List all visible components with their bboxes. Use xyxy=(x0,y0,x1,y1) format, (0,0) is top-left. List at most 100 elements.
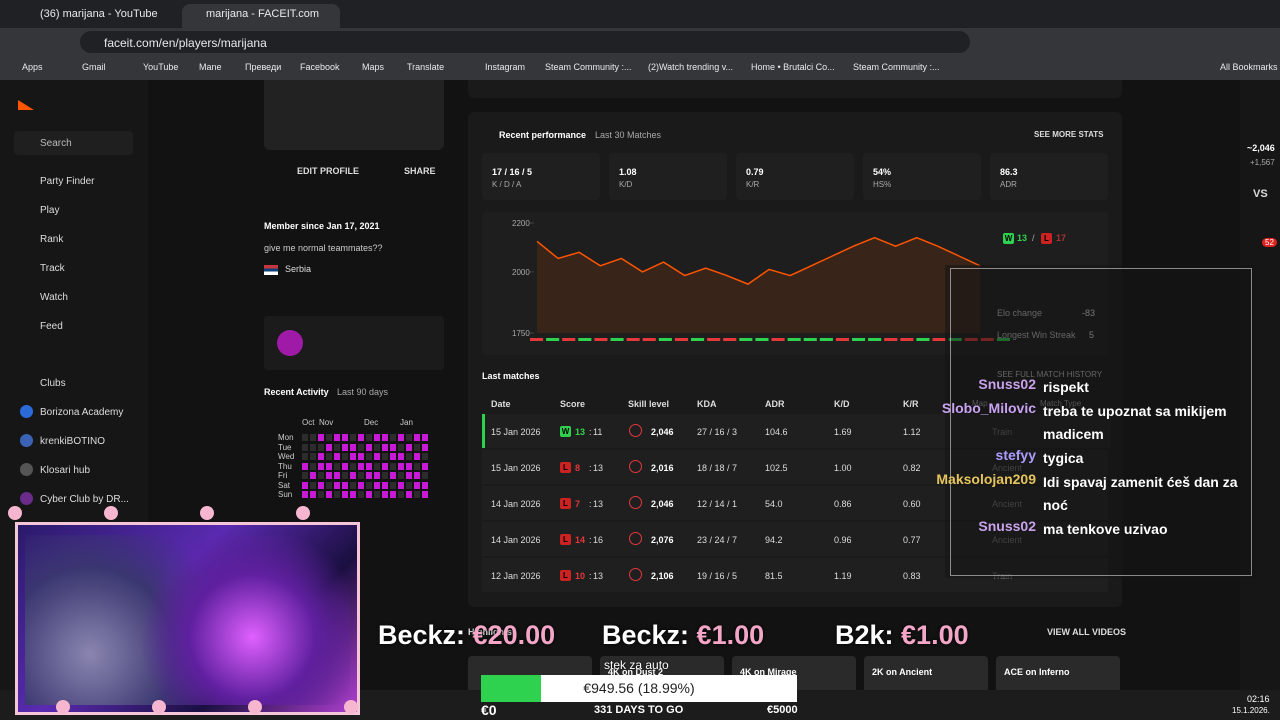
activity-cell xyxy=(302,472,308,479)
match-kda: 27 / 16 / 3 xyxy=(697,427,738,437)
match-kr: 0.77 xyxy=(903,535,921,545)
activity-cell xyxy=(374,462,380,470)
chat-message: treba te upoznat sa mikijem madicem xyxy=(1043,403,1227,442)
losses: 17 xyxy=(1056,233,1067,243)
match-date: 15 Jan 2026 xyxy=(491,463,541,473)
win-badge: W xyxy=(1003,233,1014,244)
clock-time: 02:16 xyxy=(1247,694,1270,704)
chat-message: ma tenkove uzivao xyxy=(1043,521,1168,537)
flower xyxy=(56,700,70,714)
activity-cell xyxy=(366,462,372,470)
edit-profile[interactable]: EDIT PROFILE xyxy=(297,166,360,176)
result-tick xyxy=(771,338,785,341)
match-adr: 94.2 xyxy=(765,535,783,545)
result-tick xyxy=(803,338,817,341)
overlay-frame xyxy=(950,268,1252,576)
activity-cell xyxy=(366,481,372,489)
month-label: Dec xyxy=(364,418,379,427)
bio: give me normal teammates?? xyxy=(264,243,383,253)
activity-cell xyxy=(398,462,404,470)
activity-cell xyxy=(406,443,412,451)
activity-cell xyxy=(422,434,428,441)
score-sep: : xyxy=(589,499,592,509)
nav-item: Feed xyxy=(40,321,63,332)
result-tick xyxy=(562,338,576,341)
activity-cell xyxy=(374,491,380,498)
chat-user: Snuss02 xyxy=(978,518,1036,534)
activity-cell xyxy=(398,472,404,479)
month-label: Nov xyxy=(319,418,334,427)
stat-card xyxy=(482,153,600,200)
view-all[interactable]: VIEW ALL VIDEOS xyxy=(1047,627,1127,637)
perf-title: Recent performance xyxy=(499,130,587,140)
stat-value: 54% xyxy=(873,167,892,177)
activity-cell xyxy=(358,443,364,451)
activity-cell xyxy=(326,462,332,470)
active-tab[interactable] xyxy=(182,4,340,28)
level-icon xyxy=(629,460,642,473)
match-date: 15 Jan 2026 xyxy=(491,427,541,437)
activity-cell xyxy=(326,434,332,441)
activity-cell xyxy=(374,434,380,441)
match-kr: 1.12 xyxy=(903,427,921,437)
url: faceit.com/en/players/marijana xyxy=(104,36,267,50)
activity-cell xyxy=(366,472,372,479)
chat-message: tygica xyxy=(1043,450,1084,466)
share[interactable]: SHARE xyxy=(404,166,436,176)
match-elo: 2,106 xyxy=(651,571,674,581)
activity-cell xyxy=(390,434,396,441)
level-icon xyxy=(629,424,642,437)
bookmark: Apps xyxy=(22,62,43,72)
result-tick xyxy=(610,338,624,341)
activity-cell xyxy=(406,434,412,441)
activity-cell xyxy=(342,472,348,479)
activity-cell xyxy=(318,434,324,441)
match-kd: 0.96 xyxy=(834,535,852,545)
activity-cell xyxy=(350,481,356,489)
activity-cell xyxy=(398,443,404,451)
loss-badge: L xyxy=(1041,233,1052,244)
activity-cell xyxy=(318,443,324,451)
activity-cell xyxy=(342,462,348,470)
month-label: Oct xyxy=(302,418,315,427)
match-kd: 0.86 xyxy=(834,499,852,509)
y-tick-label: 2200 xyxy=(512,219,530,228)
activity-cell xyxy=(350,462,356,470)
video-thumb[interactable] xyxy=(864,656,988,690)
streak: 5 xyxy=(1089,330,1095,340)
activity-cell xyxy=(398,481,404,489)
bookmark: Instagram xyxy=(485,62,526,72)
activity-cell xyxy=(310,472,316,479)
flower xyxy=(200,506,214,520)
activity-cell xyxy=(334,434,340,441)
result-tick xyxy=(868,338,882,341)
activity-cell xyxy=(350,434,356,441)
result-badge: W xyxy=(560,426,571,437)
all-bookmarks: All Bookmarks xyxy=(1220,62,1278,72)
activity-cell xyxy=(358,472,364,479)
result-tick xyxy=(546,338,560,341)
stat-value: 86.3 xyxy=(1000,167,1018,177)
activity-cell xyxy=(382,481,388,489)
address-bar[interactable] xyxy=(80,31,970,53)
opp-score: 13 xyxy=(593,499,604,509)
elo-change-label: Elo change xyxy=(997,308,1043,318)
club-icon xyxy=(20,434,33,447)
activity-cell xyxy=(382,443,388,451)
donor: Beckz: xyxy=(378,620,473,650)
country: Serbia xyxy=(285,264,312,274)
activity-cell xyxy=(302,434,308,441)
result-badge: L xyxy=(560,570,571,581)
search-box[interactable] xyxy=(14,131,133,155)
video-thumb[interactable] xyxy=(996,656,1120,690)
activity-cell xyxy=(422,481,428,489)
opp-score: 16 xyxy=(593,535,604,545)
match-kd: 1.19 xyxy=(834,571,852,581)
activity-cell xyxy=(318,462,324,470)
match-elo: 2,046 xyxy=(651,499,674,509)
activity-cell xyxy=(390,453,396,460)
bookmark: Mane xyxy=(199,62,222,72)
map-col: Map xyxy=(972,399,988,408)
stat-value: 17 / 16 / 5 xyxy=(492,167,533,177)
see-more[interactable]: SEE MORE STATS xyxy=(1034,130,1104,139)
